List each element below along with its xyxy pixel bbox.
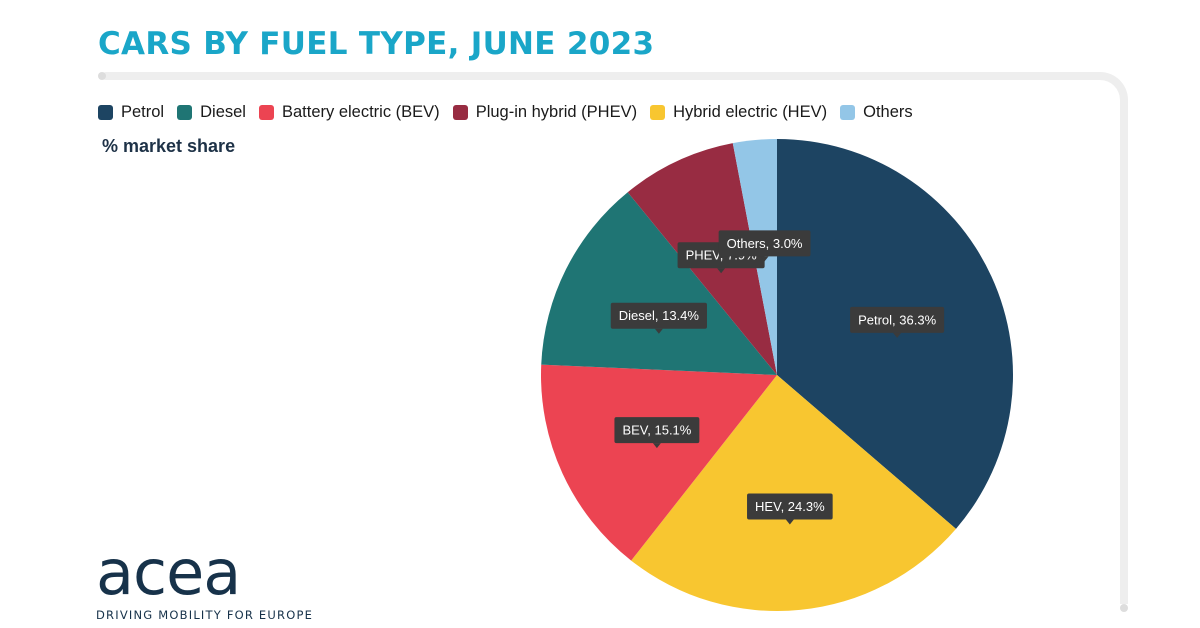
- data-label-petrol: Petrol, 36.3%: [850, 306, 945, 338]
- legend-item-petrol: Petrol: [98, 103, 164, 122]
- legend-item-hybrid-electric-hev: Hybrid electric (HEV): [650, 103, 827, 122]
- chart-title: CARS BY FUEL TYPE, JUNE 2023: [98, 26, 655, 62]
- legend-item-diesel: Diesel: [177, 103, 246, 122]
- chart-legend: Petrol Diesel Battery electric (BEV) Plug-i…: [98, 103, 926, 122]
- data-label-diesel: Diesel, 13.4%: [610, 302, 707, 334]
- legend-item-battery-electric-bev: Battery electric (BEV): [258, 103, 440, 122]
- data-label-others: Others, 3.0%: [718, 230, 811, 262]
- legend-swatch: [177, 105, 193, 120]
- chart-subtitle: % market share: [102, 136, 236, 156]
- logo-wordmark: acea: [96, 536, 241, 609]
- legend-label: Battery electric (BEV): [281, 103, 440, 121]
- pie-slice-hybrid-electric-hev: [631, 375, 956, 611]
- legend-item-others: Others: [840, 103, 913, 122]
- legend-label: Hybrid electric (HEV): [673, 103, 828, 121]
- legend-label: Diesel: [200, 103, 246, 121]
- pie-slice-battery-electric-bev: [541, 364, 777, 561]
- legend-swatch: [452, 105, 468, 120]
- legend-swatch: [98, 105, 113, 120]
- data-label-hybrid-electric-hev: HEV, 24.3%: [747, 493, 833, 525]
- legend-label: Plug-in hybrid (PHEV): [475, 103, 638, 121]
- legend-item-plug-in-hybrid-phev: Plug-in hybrid (PHEV): [452, 103, 638, 122]
- logo-tagline: DRIVING MOBILITY FOR EUROPE: [96, 608, 314, 622]
- legend-swatch: [840, 105, 856, 120]
- data-label-text: BEV, 15.1%: [622, 423, 691, 438]
- legend-swatch: [258, 105, 274, 120]
- data-label-text: Others, 3.0%: [727, 236, 803, 251]
- acea-logo: acea DRIVING MOBILITY FOR EUROPE: [96, 536, 314, 623]
- legend-swatch: [650, 105, 666, 120]
- data-label-text: Diesel, 13.4%: [619, 308, 700, 323]
- data-label-text: Petrol, 36.3%: [858, 312, 936, 327]
- pie-slice-diesel: [541, 192, 777, 375]
- data-label-battery-electric-bev: BEV, 15.1%: [614, 417, 700, 449]
- data-label-text: HEV, 24.3%: [755, 499, 825, 514]
- legend-label: Petrol: [121, 103, 165, 121]
- legend-label: Others: [863, 103, 913, 121]
